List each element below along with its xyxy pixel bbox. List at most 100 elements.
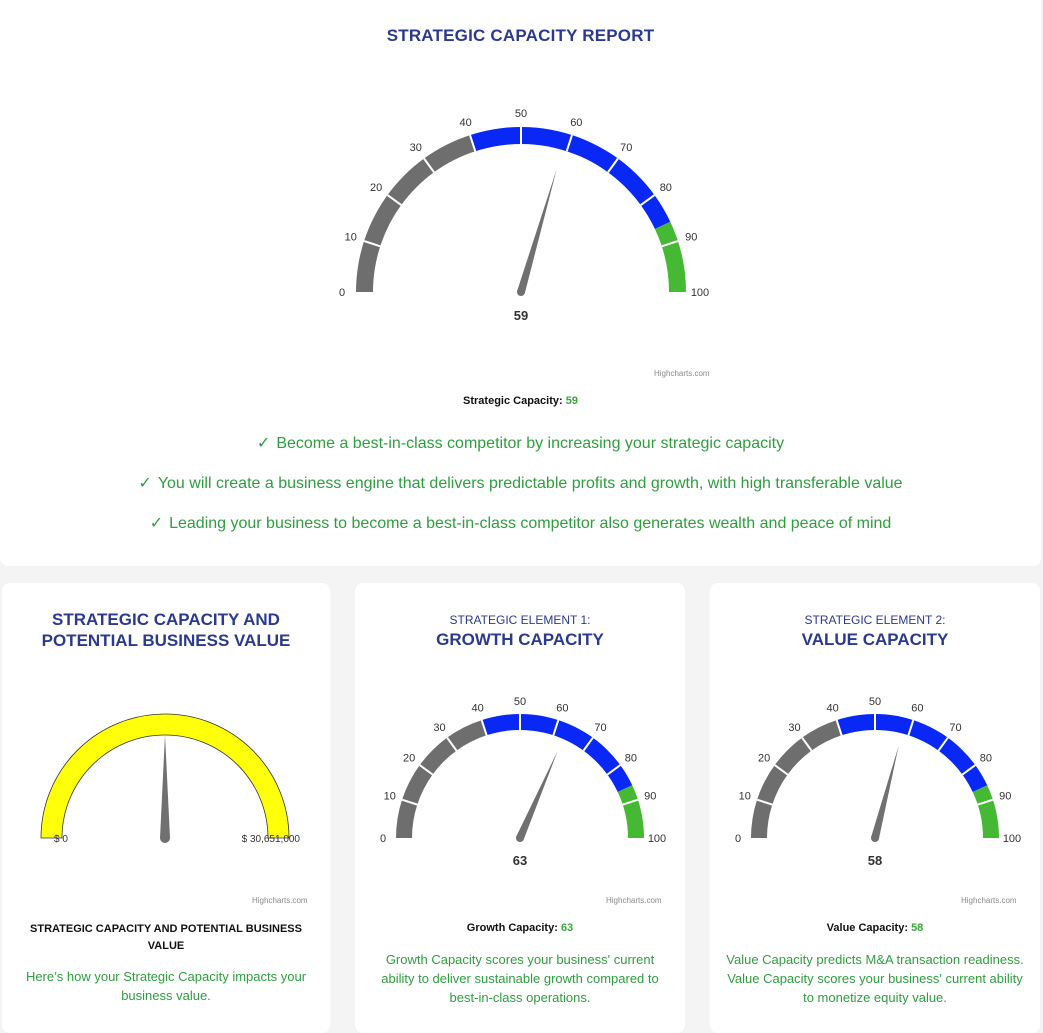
- business-value-description: Here’s how your Strategic Capacity impac…: [25, 969, 307, 1003]
- gauge-tick-mark: [937, 737, 949, 752]
- gauge-tick-label: 10: [739, 791, 751, 803]
- strategic-capacity-caption: Strategic Capacity: 59: [0, 395, 1041, 407]
- gauge-tick-label: 0: [339, 287, 345, 299]
- gauge-band-0: [751, 720, 842, 838]
- gauge-tick-label: 40: [827, 703, 839, 715]
- gauge-band-0: [396, 720, 487, 838]
- check-icon: ✓: [256, 435, 271, 452]
- gauge-tick-label: 60: [556, 703, 568, 715]
- gauge-tick-label: 100: [648, 833, 666, 845]
- strategic-capacity-report-card: STRATEGIC CAPACITY REPORT 0 10 20 30 40 50 60 7…: [0, 0, 1041, 566]
- growth-capacity-heading: STRATEGIC ELEMENT 1: GROWTH CAPACITY: [355, 613, 685, 650]
- caption-value: 58: [911, 922, 924, 934]
- gauge-band-1: [836, 714, 988, 793]
- gauge-tick-mark: [774, 764, 789, 776]
- gauge-tick-mark: [977, 798, 994, 806]
- gauge-tick-mark: [835, 719, 843, 736]
- gauge-tick-label: 70: [620, 142, 632, 154]
- gauge-tick-label: 0: [380, 833, 386, 845]
- gauge-tick-mark: [606, 764, 621, 776]
- caption-label: Value Capacity:: [826, 922, 908, 934]
- business-value-gauge: $ 0 $ 30,651,000: [40, 713, 301, 845]
- caption-label: Strategic Capacity:: [463, 395, 563, 407]
- strategic-capacity-gauge: 0 10 20 30 40 50 60 70 80 90 100 59: [339, 108, 709, 323]
- element-subtitle: STRATEGIC ELEMENT 1:: [449, 613, 591, 627]
- gauge-tick-mark: [446, 737, 458, 752]
- gauge-band-1: [481, 714, 633, 793]
- value-capacity-description: Value Capacity predicts M&A transaction …: [726, 952, 1024, 1005]
- business-value-card: STRATEGIC CAPACITY AND POTENTIAL BUSINES…: [2, 583, 330, 1033]
- value-capacity-gauge: 0 10 20 30 40 50 60 70 80 90 100 58: [735, 696, 1021, 868]
- gauge-tick-mark: [582, 737, 594, 752]
- growth-capacity-card: STRATEGIC ELEMENT 1: GROWTH CAPACITY 0 10…: [355, 583, 685, 1033]
- gauge-tick-mark: [419, 764, 434, 776]
- element-subtitle: STRATEGIC ELEMENT 2:: [804, 613, 946, 627]
- value-capacity-heading: STRATEGIC ELEMENT 2: VALUE CAPACITY: [710, 613, 1040, 650]
- gauge-tick-label: 0: [735, 833, 741, 845]
- business-value-caption: STRATEGIC CAPACITY AND POTENTIAL BUSINES…: [30, 923, 302, 952]
- gauge-tick-label: 40: [460, 117, 472, 129]
- gauge-tick-mark: [552, 719, 560, 736]
- title-line-2: POTENTIAL BUSINESS VALUE: [41, 631, 291, 650]
- gauge-tick-label: 50: [869, 696, 881, 708]
- gauge-tick-label: 20: [370, 182, 382, 194]
- gauge-tick-label: 50: [514, 696, 526, 708]
- gauge-tick-label: 10: [384, 791, 396, 803]
- growth-capacity-caption: Growth Capacity: 63: [355, 922, 685, 934]
- benefit-text: Become a best-in-class competitor by inc…: [276, 435, 785, 452]
- check-icon: ✓: [149, 515, 164, 532]
- gauge-needle: [516, 750, 558, 840]
- caption-label: Growth Capacity:: [466, 922, 558, 934]
- gauge-tick-label: 30: [410, 142, 422, 154]
- gauge-tick-label: 90: [685, 232, 697, 244]
- gauge-tick-label: 70: [594, 722, 606, 734]
- gauge-tick-mark: [363, 240, 381, 248]
- gauge-tick-label: 20: [758, 752, 770, 764]
- gauge-band-0: [40, 713, 290, 839]
- gauge-tick-label: 50: [515, 108, 527, 120]
- gauge-tick-label: 30: [788, 722, 800, 734]
- gauge-tick-label: 100: [1003, 833, 1021, 845]
- gauge-tick-label: 80: [980, 752, 992, 764]
- gauge-band-2: [654, 221, 686, 292]
- highcharts-credit[interactable]: Highcharts.com: [961, 896, 1017, 905]
- gauge-tick-label: 20: [403, 752, 415, 764]
- gauge-tick-label: 90: [644, 791, 656, 803]
- highcharts-credit[interactable]: Highcharts.com: [606, 896, 662, 905]
- highcharts-credit[interactable]: Highcharts.com: [252, 896, 308, 905]
- gauge-tick-mark: [423, 157, 435, 173]
- gauge-tick-label: 30: [433, 722, 445, 734]
- benefit-line-1: ✓ Become a best-in-class competitor by in…: [0, 433, 1041, 453]
- element-title: VALUE CAPACITY: [801, 630, 949, 649]
- gauge-band-2: [972, 785, 999, 838]
- gauge-needle-hub: [516, 834, 524, 842]
- gauge-value-label: 59: [514, 308, 528, 323]
- gauge-tick-mark: [640, 194, 656, 206]
- gauge-tick-mark: [756, 798, 773, 806]
- value-capacity-card: STRATEGIC ELEMENT 2: VALUE CAPACITY 0 10 2…: [710, 583, 1040, 1033]
- gauge-tick-label: 60: [570, 117, 582, 129]
- check-icon: ✓: [138, 475, 152, 492]
- highcharts-credit[interactable]: Highcharts.com: [654, 369, 710, 378]
- report-title: STRATEGIC CAPACITY REPORT: [386, 26, 655, 45]
- gauge-tick-mark: [401, 798, 418, 806]
- gauge-tick-label: 80: [660, 182, 672, 194]
- benefit-text: You will create a business engine that d…: [157, 475, 903, 492]
- gauge-min-label: $ 0: [54, 834, 68, 845]
- gauge-band-0: [356, 135, 476, 292]
- growth-capacity-gauge: 0 10 20 30 40 50 60 70 80 90 100 63: [380, 696, 666, 868]
- caption-value: 63: [560, 922, 574, 934]
- gauge-max-label: $ 30,651,000: [242, 834, 301, 845]
- gauge-value-label: 58: [868, 853, 882, 868]
- caption-value: 59: [565, 395, 578, 407]
- gauge-tick-label: 10: [345, 232, 357, 244]
- gauge-tick-mark: [565, 134, 573, 152]
- gauge-tick-label: 80: [625, 752, 637, 764]
- benefit-line-3: ✓ Leading your business to become a best-…: [0, 513, 1041, 533]
- gauge-tick-mark: [480, 719, 488, 736]
- value-capacity-caption: Value Capacity: 58: [710, 922, 1040, 934]
- gauge-tick-mark: [661, 240, 679, 248]
- gauge-band-2: [617, 785, 644, 838]
- gauge-tick-mark: [907, 719, 915, 736]
- element-title: GROWTH CAPACITY: [436, 630, 604, 649]
